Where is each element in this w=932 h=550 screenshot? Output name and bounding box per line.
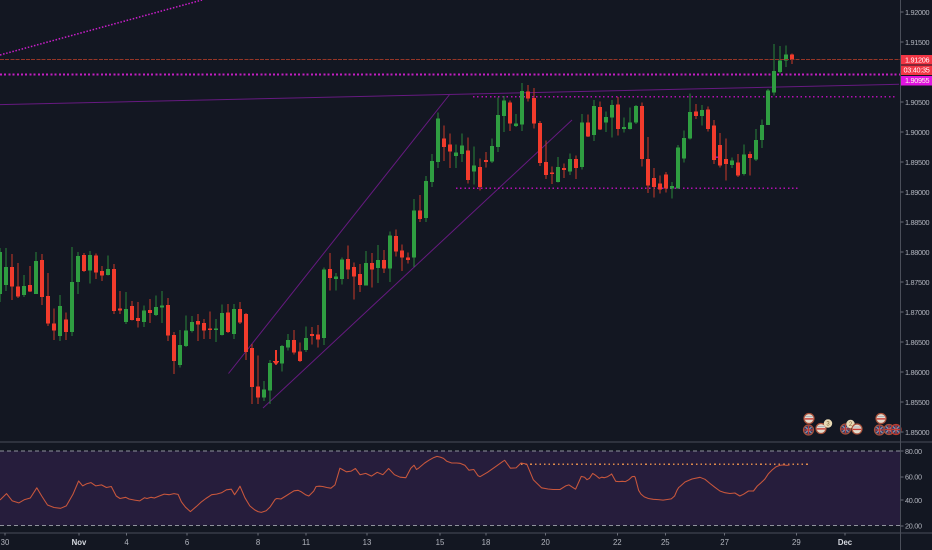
svg-text:20: 20 bbox=[541, 538, 550, 547]
svg-text:1.91206: 1.91206 bbox=[905, 55, 930, 64]
svg-text:3: 3 bbox=[826, 422, 830, 428]
svg-text:Nov: Nov bbox=[72, 538, 87, 547]
svg-text:4: 4 bbox=[124, 538, 129, 547]
svg-text:80.00: 80.00 bbox=[905, 447, 922, 456]
svg-text:1.91500: 1.91500 bbox=[905, 38, 930, 47]
svg-text:11: 11 bbox=[302, 538, 310, 547]
svg-text:1.86000: 1.86000 bbox=[905, 368, 930, 377]
svg-text:1.89000: 1.89000 bbox=[905, 188, 930, 197]
svg-text:1.87000: 1.87000 bbox=[905, 308, 930, 317]
svg-text:40.00: 40.00 bbox=[905, 496, 922, 505]
svg-text:03:40:35: 03:40:35 bbox=[904, 66, 930, 75]
svg-text:25: 25 bbox=[661, 538, 670, 547]
svg-text:1.85500: 1.85500 bbox=[905, 398, 930, 407]
svg-text:1.86500: 1.86500 bbox=[905, 338, 930, 347]
svg-text:1.90955: 1.90955 bbox=[905, 76, 930, 85]
svg-text:15: 15 bbox=[436, 538, 445, 547]
svg-text:13: 13 bbox=[363, 538, 372, 547]
svg-text:1.90500: 1.90500 bbox=[905, 98, 930, 107]
svg-text:1.88000: 1.88000 bbox=[905, 248, 930, 257]
svg-text:1.92000: 1.92000 bbox=[905, 8, 930, 17]
svg-text:1.89500: 1.89500 bbox=[905, 158, 930, 167]
svg-text:1.90000: 1.90000 bbox=[905, 128, 930, 137]
svg-text:60.00: 60.00 bbox=[905, 473, 922, 482]
svg-text:29: 29 bbox=[792, 538, 801, 547]
svg-text:Dec: Dec bbox=[838, 538, 853, 547]
svg-text:8: 8 bbox=[256, 538, 260, 547]
svg-text:22: 22 bbox=[613, 538, 622, 547]
svg-text:1.85000: 1.85000 bbox=[905, 428, 930, 437]
svg-text:2: 2 bbox=[849, 422, 853, 428]
svg-text:6: 6 bbox=[185, 538, 189, 547]
svg-text:1.87500: 1.87500 bbox=[905, 278, 930, 287]
svg-text:20.00: 20.00 bbox=[905, 522, 922, 531]
svg-text:1.88500: 1.88500 bbox=[905, 218, 930, 227]
svg-text:27: 27 bbox=[720, 538, 729, 547]
svg-text:18: 18 bbox=[482, 538, 491, 547]
svg-text:30: 30 bbox=[1, 538, 10, 547]
